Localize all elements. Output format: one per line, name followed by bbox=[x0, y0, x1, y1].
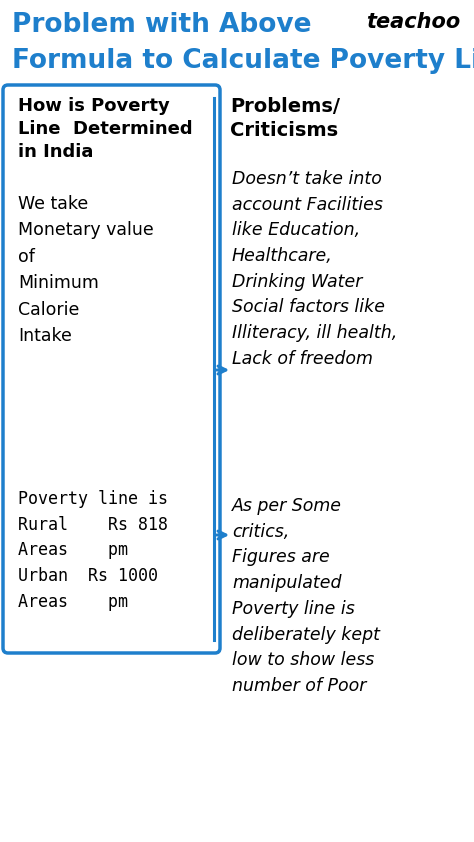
Text: Formula to Calculate Poverty Line: Formula to Calculate Poverty Line bbox=[12, 48, 474, 74]
FancyBboxPatch shape bbox=[3, 85, 220, 653]
Text: We take
Monetary value
of
Minimum
Calorie
Intake: We take Monetary value of Minimum Calori… bbox=[18, 195, 154, 345]
Text: Poverty line is
Rural    Rs 818
Areas    pm
Urban  Rs 1000
Areas    pm: Poverty line is Rural Rs 818 Areas pm Ur… bbox=[18, 490, 168, 610]
Text: teachoo: teachoo bbox=[366, 12, 460, 32]
Text: Problem with Above: Problem with Above bbox=[12, 12, 311, 38]
Text: As per Some
critics,
Figures are
manipulated
Poverty line is
deliberately kept
l: As per Some critics, Figures are manipul… bbox=[232, 497, 380, 695]
Text: Problems/
Criticisms: Problems/ Criticisms bbox=[230, 97, 340, 140]
Text: Doesn’t take into
account Facilities
like Education,
Healthcare,
Drinking Water
: Doesn’t take into account Facilities lik… bbox=[232, 170, 397, 368]
Text: How is Poverty
Line  Determined
in India: How is Poverty Line Determined in India bbox=[18, 97, 192, 161]
